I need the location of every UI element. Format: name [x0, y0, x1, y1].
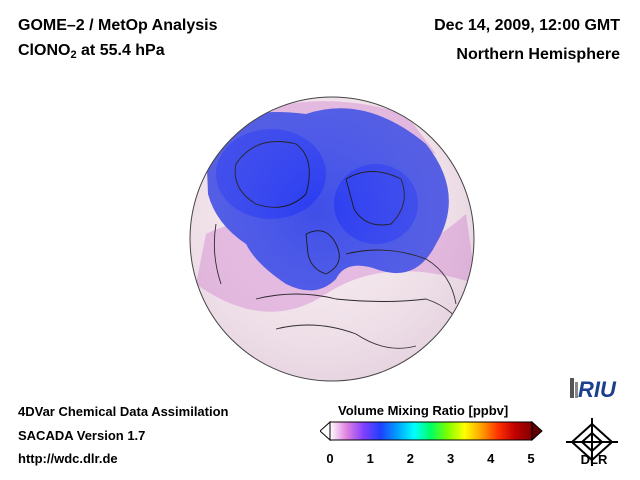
colorbar-tick-label: 5	[527, 451, 535, 466]
colorbar-low-arrow	[320, 420, 331, 442]
version-label: SACADA Version 1.7	[18, 428, 146, 443]
svg-text:RIU: RIU	[578, 377, 617, 402]
colorbar-tick-label: 0	[326, 451, 334, 466]
colorbar-tick-label: 1	[366, 451, 374, 466]
colorbar-tick-label: 2	[406, 451, 415, 466]
colorbar-high-arrow	[531, 420, 543, 442]
method-label: 4DVar Chemical Data Assimilation	[18, 404, 229, 419]
riu-logo: RIU	[570, 377, 617, 402]
colorbar-title: Volume Mixing Ratio [ppbv]	[338, 403, 509, 418]
colorbar-tick-label: 4	[487, 451, 495, 466]
species-label: ClONO2 at 55.4 hPa	[18, 42, 165, 61]
product-title: GOME–2 / MetOp Analysis	[18, 17, 218, 34]
globe-map	[189, 96, 475, 382]
website-link[interactable]: http://wdc.dlr.de	[18, 451, 118, 466]
colorbar-tick-label: 3	[446, 451, 455, 466]
dlr-logo: DLR	[566, 418, 618, 467]
svg-text:DLR: DLR	[581, 452, 608, 467]
colorbar	[320, 420, 543, 442]
date-label: Dec 14, 2009, 12:00 GMT	[434, 17, 620, 34]
region-label: Northern Hemisphere	[456, 46, 620, 63]
